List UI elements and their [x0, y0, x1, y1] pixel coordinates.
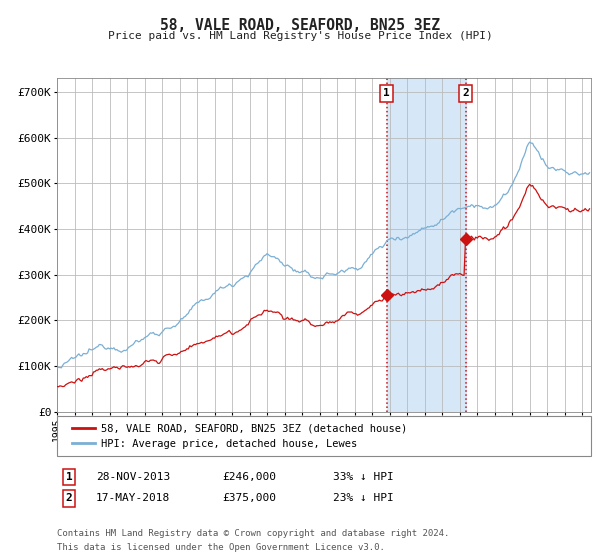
Text: 17-MAY-2018: 17-MAY-2018: [96, 493, 170, 503]
Text: 1: 1: [65, 472, 73, 482]
Text: 58, VALE ROAD, SEAFORD, BN25 3EZ: 58, VALE ROAD, SEAFORD, BN25 3EZ: [160, 18, 440, 33]
Text: 28-NOV-2013: 28-NOV-2013: [96, 472, 170, 482]
Text: 1: 1: [383, 88, 390, 99]
Text: Price paid vs. HM Land Registry's House Price Index (HPI): Price paid vs. HM Land Registry's House …: [107, 31, 493, 41]
Text: 23% ↓ HPI: 23% ↓ HPI: [333, 493, 394, 503]
Text: 2: 2: [65, 493, 73, 503]
Text: 33% ↓ HPI: 33% ↓ HPI: [333, 472, 394, 482]
Text: 2: 2: [462, 88, 469, 99]
Legend: 58, VALE ROAD, SEAFORD, BN25 3EZ (detached house), HPI: Average price, detached : 58, VALE ROAD, SEAFORD, BN25 3EZ (detach…: [68, 420, 411, 452]
Text: Contains HM Land Registry data © Crown copyright and database right 2024.: Contains HM Land Registry data © Crown c…: [57, 529, 449, 538]
Text: £246,000: £246,000: [222, 472, 276, 482]
Bar: [387, 78, 466, 412]
Text: £375,000: £375,000: [222, 493, 276, 503]
Text: This data is licensed under the Open Government Licence v3.0.: This data is licensed under the Open Gov…: [57, 543, 385, 552]
